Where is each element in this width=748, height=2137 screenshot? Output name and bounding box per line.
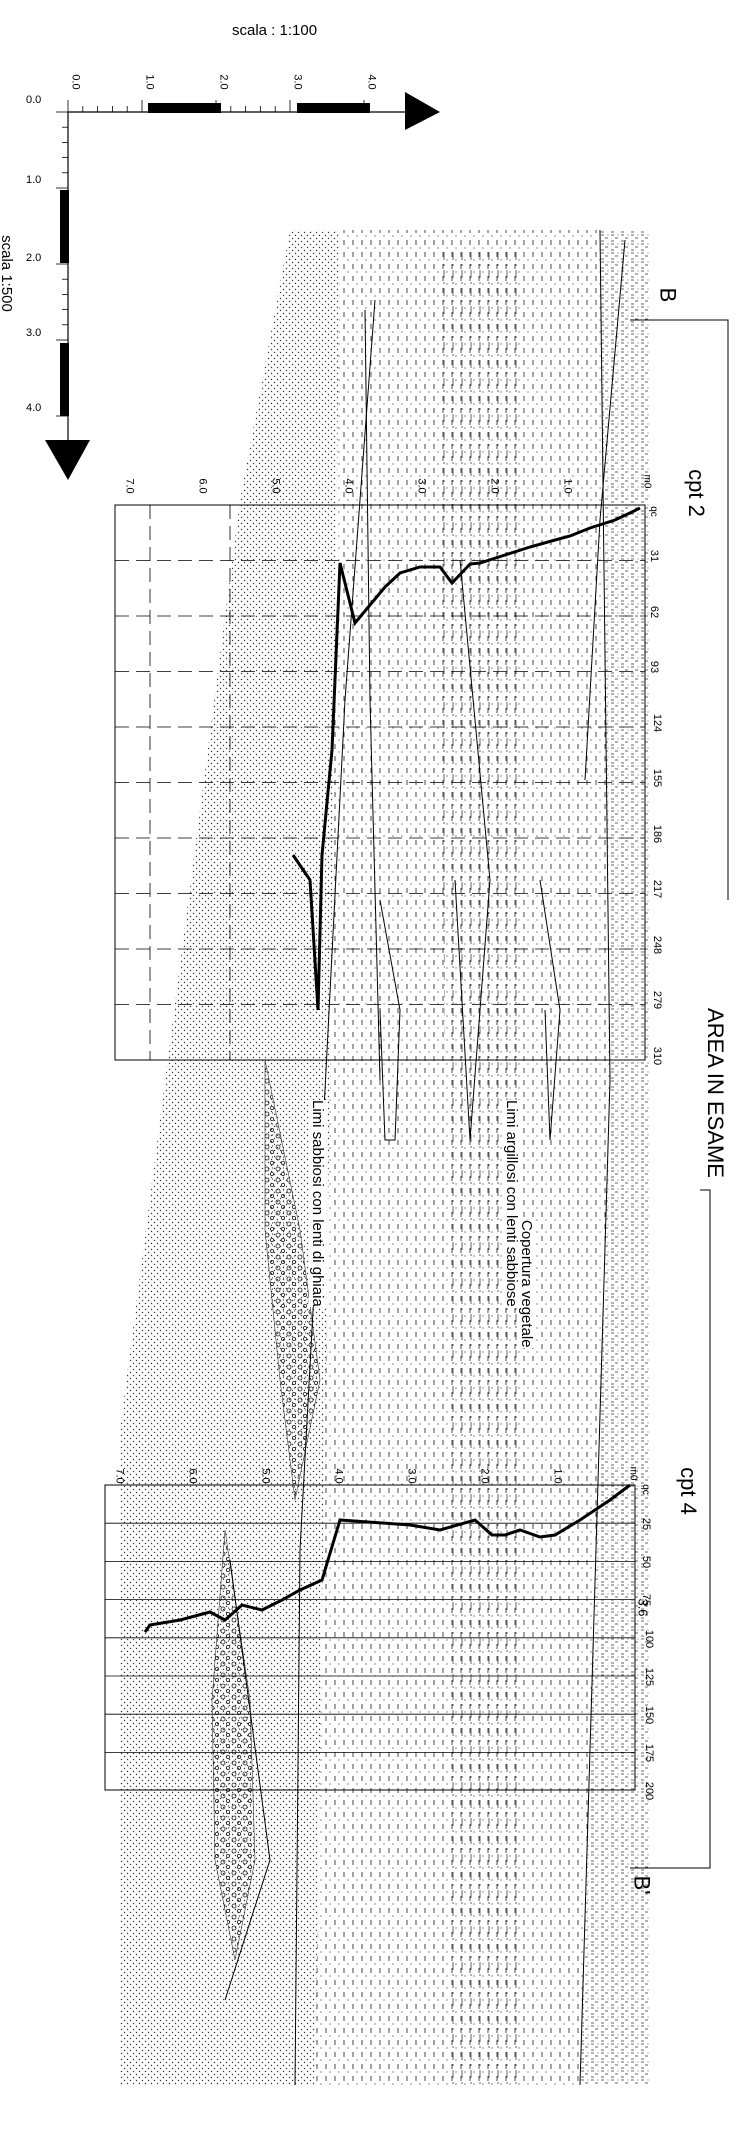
cpt4-depth-tick: 5.0 [259,1468,272,1484]
section-end-label: B' [629,1875,655,1895]
cpt2-origin: m0 [641,474,653,489]
cpt2-qc-tick: 186 [651,824,664,843]
area-label: AREA IN ESAME [702,1008,728,1178]
cpt4-qc-curve [143,1483,631,1633]
cpt2-qc-tick: 124 [651,713,664,732]
scale-arrow-down-icon [45,440,90,480]
lens-line-3 [539,879,561,1141]
boundary-lower-fine [364,309,381,1081]
left-axis-tick: 2.0 [26,252,42,264]
cpt2-depth-tick: 2.0 [488,478,501,494]
cpt2-depth-tick: 7.0 [123,478,136,494]
cpt2-qc-tick: 217 [651,879,664,899]
layer-label-limi-sabbiosi: Limi sabbiosi con lenti di ghiaia [309,1100,326,1307]
cpt2-qc-tick: 62 [648,605,661,618]
boundary-right [579,229,611,2086]
layer-fills [120,230,650,2085]
boundary-lines [224,229,626,2086]
section-start-label: B [655,287,681,303]
cpt4-title: cpt 4 [675,1467,701,1515]
top-axis-tick: 3.0 [291,74,304,90]
boundary-upper-fine [294,299,376,2086]
left-axis-tick: 4.0 [26,402,42,414]
cpt2-grid [114,504,646,1061]
lens-line-1 [379,899,401,1141]
cpt4-qc-tick: 175 [643,1744,656,1763]
cpt2-qc-tick: 248 [651,935,664,954]
cpt4-depth-tick: 3.0 [405,1468,418,1484]
cpt4-qc-tick: 150 [643,1705,656,1725]
cpt2-qc-label: qc [647,506,659,517]
layer-label-copertura: Copertura vegetale [518,1220,535,1348]
gravel-lens-upper [264,1059,321,1501]
cpt4-qc-tick: 25 [640,1517,653,1531]
cpt4-origin: m0 [627,1466,639,1481]
scale-arrow-right-icon [405,92,440,130]
scale-bar-vertical [45,112,90,480]
left-axis-tick: 1.0 [26,174,42,186]
cpt2-title: cpt 2 [683,469,709,517]
scale-title-top: scala : 1:100 [232,22,318,39]
lens-line-5 [224,1559,271,2001]
top-axis-tick: 4.0 [365,74,378,90]
cpt2-depth-tick: 5.0 [269,478,282,494]
cpt4-qc-label: qc [639,1484,651,1495]
cpt4-depth-tick: 2.0 [478,1468,491,1484]
cpt4-depth-tick: 1.0 [551,1468,564,1484]
layer-limi-argillosi-fill-2 [440,250,520,2085]
top-axis-tick: 0.0 [69,74,82,90]
cpt2-depth-tick: 3.0 [415,478,428,494]
layer-copertura-fill [580,230,650,2085]
cpt4-depth-tick: 6.0 [186,1468,199,1484]
cpt2-depth-tick: 4.0 [342,478,355,494]
left-axis-tick: 0.0 [26,94,42,106]
cpt4-qc-tick: 50 [640,1556,653,1569]
cpt2-depth-tick: 1.0 [561,478,574,494]
left-axis-tick: 3.0 [26,327,42,339]
scale-bar-horizontal [68,92,440,130]
cpt2-qc-tick: 93 [648,660,661,674]
cpt2-depth-tick: 6.0 [196,478,209,494]
scale-title-left: scala 1:500 [0,235,15,312]
cpt2-qc-tick: 155 [651,768,664,788]
cpt4-qc-tick: 75 [640,1594,653,1607]
layer-label-limi-argillosi: Limi argillosi con lenti sabbiose [503,1100,520,1307]
cpt4-qc-tick: 125 [643,1667,656,1686]
cpt4-depth-tick: 4.0 [332,1468,345,1484]
lens-line-2 [454,559,491,1141]
cpt4-qc-tick: 100 [643,1629,656,1648]
top-axis-tick: 1.0 [143,74,156,90]
cpt2-qc-tick: 279 [651,990,664,1010]
cpt4-qc-tick: 200 [643,1782,656,1801]
cpt2-qc-curve [291,506,641,1011]
section-frame [630,319,729,1869]
top-axis-tick: 2.0 [217,74,230,90]
lens-line-4 [584,239,626,781]
cpt2-qc-tick: 310 [651,1046,664,1065]
cpt4-depth-tick: 7.0 [113,1468,126,1484]
cpt2-qc-tick: 31 [648,549,661,563]
